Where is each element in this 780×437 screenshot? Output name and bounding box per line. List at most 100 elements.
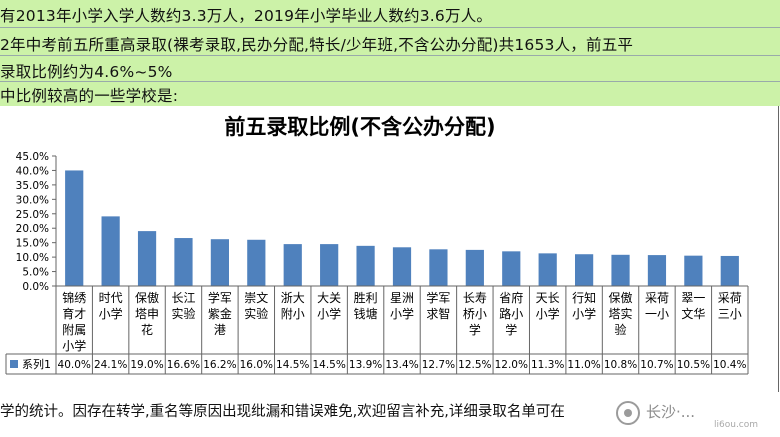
x-category-label: 胜利 <box>354 290 378 305</box>
y-tick-label: 15.0% <box>16 238 49 250</box>
header-line-3: 录取比例约为4.6%~5% <box>0 63 173 81</box>
x-category-label: 保傲 <box>609 290 633 305</box>
data-value-label: 16.6% <box>167 359 200 371</box>
watermark-logo: 长沙·... li6ou.com <box>616 401 758 430</box>
x-category-label: 验 <box>615 322 627 337</box>
x-category-label: 星洲 <box>390 291 414 305</box>
data-value-label: 40.0% <box>58 359 91 371</box>
data-value-label: 14.5% <box>312 359 345 371</box>
chart-panel: 前五录取比例(不含公办分配) 0.0% 5.0% 10.0% 15.0% 20.0% 25… <box>0 106 779 393</box>
sheet-gridline <box>0 81 780 82</box>
bar <box>247 239 266 286</box>
watermark-text: 长沙·... <box>646 403 695 421</box>
bar <box>720 255 739 286</box>
y-tick-label: 40.0% <box>16 165 49 177</box>
data-value-label: 10.5% <box>677 359 710 371</box>
data-value-label: 16.0% <box>240 359 273 371</box>
bar-chart: 前五录取比例(不含公办分配) 0.0% 5.0% 10.0% 15.0% 20.0% 25… <box>5 115 749 375</box>
data-value-label: 13.9% <box>349 359 382 371</box>
bar <box>392 247 412 286</box>
legend-swatch <box>10 360 18 368</box>
data-value-label: 10.7% <box>640 359 673 371</box>
data-value-label: 24.1% <box>94 359 127 371</box>
x-category-label: 小学 <box>390 306 414 321</box>
sheet-gridline <box>0 27 780 28</box>
x-category-label: 育才 <box>62 306 86 321</box>
watermark-circle-icon <box>616 401 640 425</box>
header-line-2: 2年中考前五所重高录取(裸考录取,民办分配,特长/少年班,不含公办分配)共165… <box>0 36 634 54</box>
bar <box>684 255 703 286</box>
bar <box>210 239 229 286</box>
bar <box>611 254 630 286</box>
data-value-label: 10.8% <box>604 359 637 371</box>
x-category-label: 塔申 <box>135 307 159 321</box>
legend-label: 系列1 <box>22 357 51 371</box>
x-category-label: 浙大 <box>281 291 305 305</box>
x-category-label: 塔实 <box>609 306 633 321</box>
bar <box>65 170 84 286</box>
bar <box>320 244 339 286</box>
chart-title: 前五录取比例(不含公办分配) <box>224 115 495 139</box>
y-tick-label: 0.0% <box>22 281 49 293</box>
x-category-label: 崇文 <box>244 290 268 305</box>
x-category-label: 文华 <box>681 306 705 321</box>
x-category-label: 桥小 <box>463 307 487 321</box>
y-tick-label: 10.0% <box>16 252 49 264</box>
x-category-label: 小学 <box>99 306 123 321</box>
y-axis: 0.0% 5.0% 10.0% 15.0% 20.0% 25.0% 30.0% 35.0% 40… <box>16 151 57 293</box>
x-category-label: 小学 <box>572 306 596 321</box>
data-value-label: 13.4% <box>385 359 418 371</box>
x-category-label: 学 <box>469 322 481 337</box>
bar <box>137 231 157 286</box>
watermark-dot-icon <box>624 409 632 417</box>
x-category-label: 省府 <box>499 290 523 305</box>
bar <box>101 216 120 286</box>
data-value-label: 10.4% <box>713 359 746 371</box>
bars <box>65 170 739 286</box>
x-category-label: 锦绣 <box>62 291 86 305</box>
bar <box>174 238 193 286</box>
x-category-label: 实验 <box>244 306 268 321</box>
y-tick-label: 45.0% <box>16 151 49 163</box>
bar <box>538 253 557 286</box>
bar <box>283 244 302 286</box>
header-line-1: 有2013年小学入学人数约3.3万人，2019年小学毕业人数约3.6万人。 <box>0 7 493 25</box>
x-category-label: 小学 <box>62 338 86 353</box>
bar <box>575 254 594 286</box>
x-category-label: 时代 <box>99 291 123 305</box>
data-value-label: 19.0% <box>130 359 163 371</box>
data-value-label: 11.0% <box>567 359 600 371</box>
x-category-label: 花 <box>141 322 153 337</box>
x-category-label: 采荷 <box>645 291 669 305</box>
data-value-label: 12.5% <box>458 359 491 371</box>
x-category-label: 路小 <box>499 306 523 321</box>
y-tick-label: 35.0% <box>16 180 49 192</box>
x-category-label: 长寿 <box>463 291 487 305</box>
x-category-label: 学军 <box>208 290 232 305</box>
bar <box>356 245 375 286</box>
data-value-label: 12.7% <box>422 359 455 371</box>
y-tick-label: 30.0% <box>16 194 49 206</box>
y-tick-label: 20.0% <box>16 223 49 235</box>
data-value-label: 11.3% <box>531 359 564 371</box>
y-tick-label: 5.0% <box>22 267 49 279</box>
x-category-label: 三小 <box>718 307 742 321</box>
x-category-label: 钱塘 <box>354 306 378 321</box>
x-category-label: 实验 <box>171 306 195 321</box>
watermark-sub: li6ou.com <box>714 420 758 430</box>
data-value-label: 16.2% <box>203 359 236 371</box>
x-category-label: 长江 <box>171 291 195 305</box>
x-category-label: 小学 <box>536 306 560 321</box>
x-category-label: 港 <box>214 323 226 337</box>
bar <box>465 249 484 286</box>
x-category-label: 小学 <box>317 306 341 321</box>
sheet-gridline <box>0 55 780 56</box>
data-table: 锦绣育才附属小学40.0%时代小学24.1%保傲塔申花19.0%长江实验16.6… <box>5 285 749 375</box>
x-category-label: 附小 <box>281 307 305 321</box>
data-value-label: 14.5% <box>276 359 309 371</box>
header-line-4: 中比例较高的一些学校是: <box>0 87 179 105</box>
x-category-label: 学 <box>505 322 517 337</box>
x-category-label: 大关 <box>317 291 341 305</box>
x-category-label: 行知 <box>572 291 596 305</box>
x-category-label: 求智 <box>426 306 450 321</box>
